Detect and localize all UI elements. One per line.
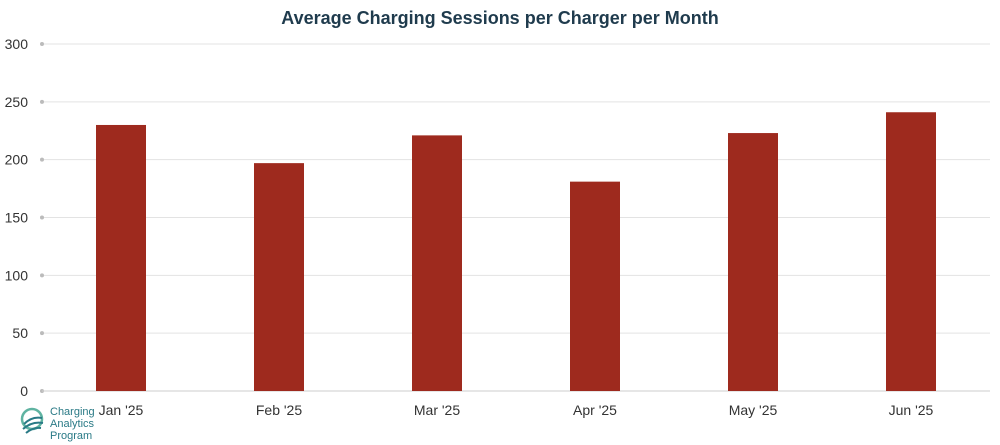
bar [412,135,462,391]
program-logo: Charging Analytics Program [18,406,138,442]
logo-line-1: Charging [50,406,95,418]
y-tick-label: 200 [5,152,29,168]
y-tick-mark [40,331,44,336]
y-tick-mark [40,215,44,220]
x-tick-label: Jun '25 [889,402,934,418]
bar [886,112,936,391]
y-tick-mark [40,273,44,278]
x-tick-label: Jan '25 [99,402,144,418]
y-tick-mark [40,157,44,162]
x-tick-label: Feb '25 [256,402,302,418]
x-tick-label: Mar '25 [414,402,460,418]
bar [96,124,146,391]
x-tick-label: May '25 [729,402,778,418]
bar [254,163,304,391]
logo-text: Charging Analytics Program [50,406,95,442]
logo-line-2: Analytics [50,418,95,430]
y-tick-label: 300 [5,36,29,52]
y-tick-label: 0 [20,383,28,399]
y-tick-label: 250 [5,94,29,110]
y-tick-mark [40,42,44,46]
charging-logo-icon [20,407,44,434]
y-tick-mark [40,99,44,104]
chart-title: Average Charging Sessions per Charger pe… [281,8,719,28]
y-tick-label: 50 [12,325,28,341]
x-tick-label: Apr '25 [573,402,617,418]
y-tick-label: 100 [5,267,29,283]
bar [728,133,778,391]
bar [570,181,620,391]
y-tick-label: 150 [5,210,29,226]
logo-line-3: Program [50,430,93,442]
